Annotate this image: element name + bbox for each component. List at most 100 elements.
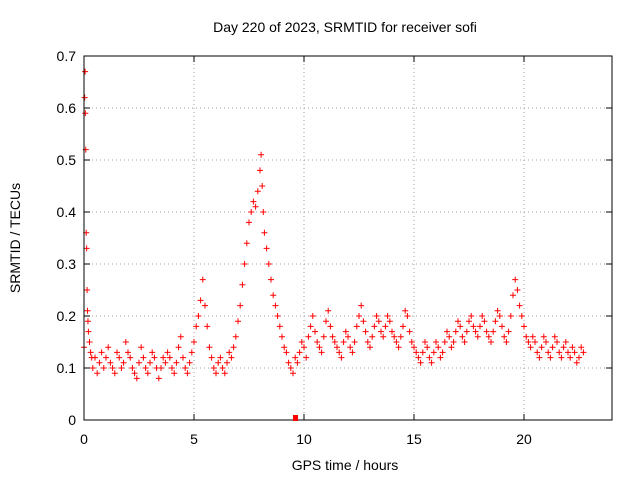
- data-point: [144, 370, 151, 377]
- data-point: [549, 344, 556, 351]
- data-point: [84, 318, 91, 325]
- data-point: [193, 323, 200, 330]
- data-point: [323, 318, 329, 325]
- x-tick-label: 5: [190, 431, 198, 447]
- data-point: [562, 339, 569, 345]
- data-point: [428, 359, 435, 366]
- data-point: [501, 333, 508, 340]
- data-point: [450, 339, 457, 345]
- data-point: [547, 354, 554, 361]
- data-point: [301, 344, 307, 351]
- data-point: [171, 370, 178, 377]
- data-point: [358, 302, 365, 309]
- data-point: [82, 110, 89, 117]
- data-point: [204, 323, 211, 330]
- data-point: [131, 370, 138, 377]
- data-point: [389, 328, 395, 335]
- data-point: [265, 261, 272, 267]
- grid: [84, 56, 612, 420]
- data-point: [565, 349, 571, 356]
- data-point: [219, 365, 226, 371]
- data-point: [85, 328, 92, 335]
- data-point: [378, 328, 384, 335]
- data-point: [100, 365, 107, 371]
- data-point: [252, 203, 259, 210]
- data-point: [307, 323, 314, 330]
- data-point: [435, 344, 442, 351]
- y-tick-label: 0.6: [57, 100, 77, 116]
- data-point: [567, 354, 574, 361]
- data-point: [347, 344, 354, 351]
- data-point: [375, 318, 382, 325]
- data-point: [258, 151, 265, 158]
- data-point: [400, 323, 406, 330]
- data-point: [413, 349, 420, 356]
- data-point: [248, 209, 255, 215]
- data-point: [327, 323, 334, 330]
- data-point: [424, 344, 431, 351]
- data-point: [479, 313, 486, 319]
- data-point: [235, 318, 241, 325]
- data-point: [188, 349, 195, 356]
- data-point: [116, 354, 123, 361]
- data-point: [558, 354, 565, 361]
- data-point: [105, 344, 112, 351]
- data-point: [303, 354, 310, 361]
- data-point: [215, 359, 222, 366]
- data-point: [149, 349, 156, 356]
- data-point: [386, 318, 393, 325]
- data-point: [496, 313, 503, 319]
- data-point: [82, 68, 89, 75]
- data-point: [142, 365, 149, 371]
- data-point: [527, 344, 534, 351]
- data-point: [246, 219, 252, 226]
- data-point: [103, 354, 109, 361]
- data-point: [239, 281, 246, 288]
- data-point: [316, 344, 323, 351]
- data-point: [538, 344, 545, 351]
- data-point: [364, 339, 371, 345]
- data-point: [169, 365, 175, 371]
- data-point: [84, 287, 91, 293]
- data-point: [367, 344, 373, 351]
- data-point: [184, 370, 191, 377]
- y-tick-label: 0.5: [57, 152, 77, 168]
- data-point: [382, 323, 389, 330]
- y-axis-label: SRMTID / TECUs: [7, 183, 23, 293]
- data-point: [84, 307, 91, 314]
- data-point: [569, 344, 576, 351]
- data-point: [127, 354, 134, 361]
- data-point: [426, 354, 433, 361]
- y-tick-label: 0: [68, 412, 76, 428]
- data-point: [89, 365, 96, 371]
- data-point: [175, 344, 182, 351]
- data-point: [444, 328, 450, 335]
- data-point: [268, 276, 274, 283]
- data-point: [162, 359, 169, 366]
- data-point: [437, 354, 444, 361]
- data-point: [177, 333, 184, 340]
- data-point: [87, 349, 94, 356]
- data-point: [272, 302, 279, 309]
- data-point: [483, 328, 490, 335]
- x-axis-label: GPS time / hours: [292, 457, 399, 473]
- data-point: [147, 359, 153, 366]
- y-tick-label: 0.4: [57, 204, 77, 220]
- x-tick-label: 15: [406, 431, 422, 447]
- data-point: [349, 349, 356, 356]
- data-point: [283, 349, 290, 356]
- data-point: [439, 349, 446, 356]
- data-point: [514, 287, 521, 293]
- data-point: [120, 359, 127, 366]
- data-point: [254, 188, 261, 195]
- data-point: [402, 307, 409, 314]
- data-point: [158, 365, 164, 371]
- data-point: [263, 245, 270, 252]
- data-point: [122, 339, 129, 345]
- data-point: [250, 198, 257, 205]
- data-point: [488, 339, 494, 345]
- data-point: [274, 313, 281, 319]
- data-point: [296, 349, 303, 356]
- data-point: [133, 375, 140, 382]
- data-point: [380, 333, 387, 340]
